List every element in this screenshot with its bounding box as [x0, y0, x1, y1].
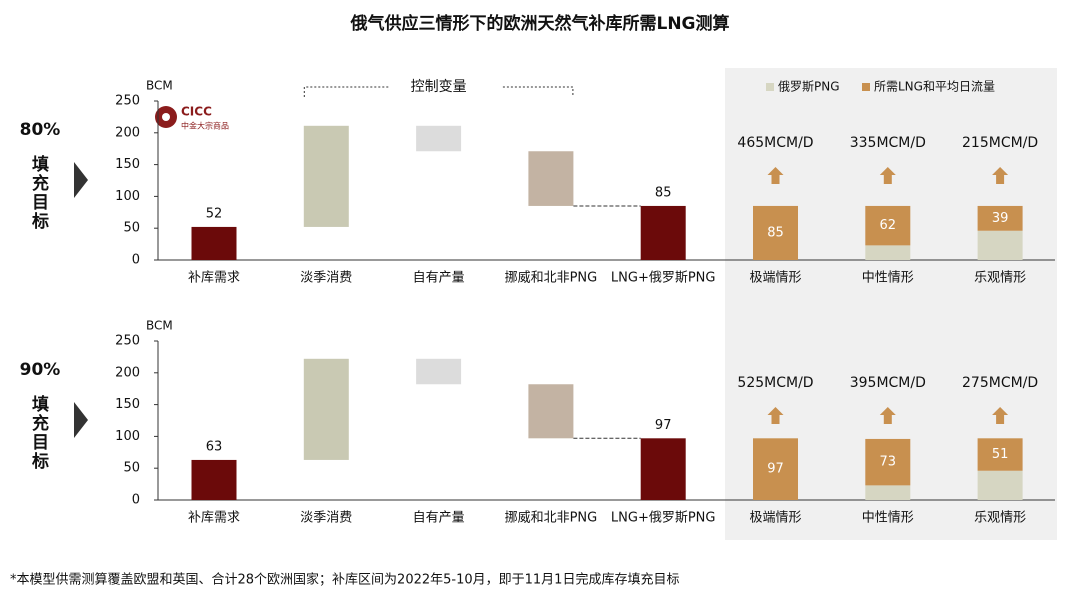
flow-label: 525MCM/D: [737, 375, 813, 391]
bar: [528, 151, 574, 206]
data-label: 62: [880, 218, 897, 233]
data-label: 51: [992, 447, 1009, 462]
legend-swatch: [766, 83, 774, 91]
logo-icon-core: [162, 113, 170, 121]
y-tick-label: 50: [123, 221, 140, 236]
flow-arrow: [879, 167, 896, 184]
row-label: 90%: [20, 360, 61, 380]
row-label-text: 填充目标: [28, 154, 49, 231]
x-tick-label: 乐观情形: [974, 511, 1026, 526]
flow-label: 465MCM/D: [737, 135, 813, 151]
y-tick-label: 100: [115, 429, 140, 444]
flow-arrow: [992, 167, 1009, 184]
footnote: *本模型供需测算覆盖欧盟和英国、合计28个欧洲国家；补库区间为2022年5-10…: [10, 572, 679, 588]
bar: [416, 125, 462, 152]
stacked-bar: [865, 438, 911, 486]
data-label: 97: [655, 418, 672, 433]
x-tick-label: 中性情形: [862, 271, 914, 286]
stacked-bar: [865, 205, 911, 246]
x-tick-label: 自有产量: [413, 511, 465, 526]
y-axis-label: BCM: [146, 319, 173, 333]
y-tick-label: 150: [115, 397, 140, 412]
x-tick-label: 乐观情形: [974, 271, 1026, 286]
bar: [640, 438, 686, 500]
legend-label: 所需LNG和平均日流量: [874, 80, 995, 94]
chart-title: 俄气供应三情形下的欧洲天然气补库所需LNG测算: [349, 13, 729, 34]
x-tick-label: 淡季消费: [300, 511, 352, 526]
stacked-bar: [753, 205, 798, 260]
x-tick-label: LNG+俄罗斯PNG: [611, 271, 716, 286]
x-tick-label: 极端情形: [749, 511, 801, 526]
flow-arrow: [767, 407, 784, 424]
x-tick-label: 补库需求: [188, 510, 240, 526]
row-label-text: 填充目标: [28, 394, 49, 471]
bar: [303, 125, 349, 227]
x-tick-label: 极端情形: [749, 271, 801, 286]
x-tick-label: LNG+俄罗斯PNG: [611, 511, 716, 526]
stacked-bar: [865, 245, 911, 260]
data-label: 73: [880, 455, 897, 470]
y-tick-label: 0: [132, 253, 140, 268]
row-label: 80%: [20, 120, 61, 140]
flow-arrow: [992, 407, 1009, 424]
stacked-bar: [977, 438, 1023, 471]
stacked-bar: [865, 485, 911, 500]
x-tick-label: 自有产量: [413, 271, 465, 286]
stacked-bar: [977, 230, 1023, 260]
y-tick-label: 100: [115, 189, 140, 204]
x-tick-label: 挪威和北非PNG: [505, 271, 598, 286]
annotation: 控制变量: [411, 79, 467, 95]
y-tick-label: 50: [123, 461, 140, 476]
data-label: 39: [992, 211, 1009, 226]
data-label: 52: [206, 206, 223, 221]
flow-label: 275MCM/D: [962, 375, 1038, 391]
y-tick-label: 0: [132, 493, 140, 508]
row-marker: [74, 402, 88, 438]
x-tick-label: 淡季消费: [300, 271, 352, 286]
flow-arrow: [879, 407, 896, 424]
flow-label: 335MCM/D: [850, 135, 926, 151]
bar: [640, 205, 686, 260]
bar: [416, 358, 462, 385]
stacked-bar: [977, 470, 1023, 500]
row-marker: [74, 162, 88, 198]
logo: CICC 中金大宗商品: [155, 105, 229, 131]
y-tick-label: 200: [115, 125, 140, 140]
bar: [303, 358, 349, 460]
legend-swatch: [862, 83, 870, 91]
logo-name: CICC: [181, 105, 212, 119]
bar: [191, 226, 237, 260]
y-axis-label: BCM: [146, 79, 173, 93]
y-tick-label: 150: [115, 157, 140, 172]
bar: [528, 384, 574, 439]
y-tick-label: 200: [115, 365, 140, 380]
flow-label: 215MCM/D: [962, 135, 1038, 151]
flow-label: 395MCM/D: [850, 375, 926, 391]
data-label: 85: [767, 225, 784, 240]
data-label: 85: [655, 185, 672, 200]
y-tick-label: 250: [115, 334, 140, 349]
x-tick-label: 挪威和北非PNG: [505, 511, 598, 526]
y-tick-label: 250: [115, 94, 140, 109]
logo-subtitle: 中金大宗商品: [181, 121, 229, 131]
stacked-bar: [977, 205, 1023, 231]
bar: [191, 459, 237, 500]
x-tick-label: 补库需求: [188, 270, 240, 286]
annotation-bracket: [303, 86, 574, 97]
x-tick-label: 中性情形: [862, 511, 914, 526]
legend-label: 俄罗斯PNG: [778, 80, 840, 94]
stacked-bar: [753, 438, 798, 500]
data-label: 63: [206, 439, 223, 454]
data-label: 97: [767, 462, 784, 477]
flow-arrow: [767, 167, 784, 184]
